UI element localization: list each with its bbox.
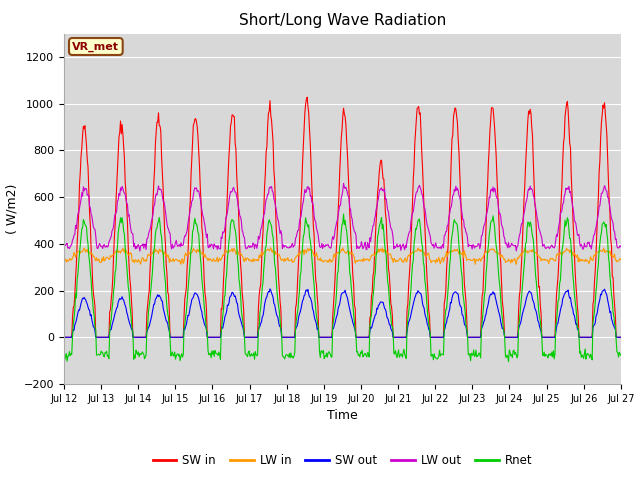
X-axis label: Time: Time: [327, 409, 358, 422]
Line: SW out: SW out: [64, 289, 621, 337]
LW in: [196, 244, 204, 250]
SW in: [303, 95, 311, 100]
LW in: [428, 260, 435, 265]
SW out: [428, 335, 435, 340]
LW out: [428, 241, 436, 247]
Line: SW in: SW in: [64, 97, 621, 337]
Text: VR_met: VR_met: [72, 41, 119, 52]
SW in: [428, 335, 435, 340]
LW in: [214, 259, 222, 264]
LW out: [412, 192, 419, 198]
LW out: [136, 248, 144, 254]
Rnet: [505, 359, 513, 364]
LW in: [411, 249, 419, 254]
LW out: [185, 216, 193, 222]
Rnet: [340, 211, 348, 217]
Legend: SW in, LW in, SW out, LW out, Rnet: SW in, LW in, SW out, LW out, Rnet: [148, 449, 537, 472]
LW in: [617, 256, 625, 262]
LW out: [214, 242, 222, 248]
SW out: [617, 335, 625, 340]
SW out: [214, 335, 221, 340]
Rnet: [60, 357, 68, 363]
SW out: [411, 295, 419, 300]
LW in: [60, 256, 68, 262]
Rnet: [411, 235, 419, 240]
SW out: [70, 327, 78, 333]
Rnet: [214, 351, 221, 357]
Y-axis label: ( W/m2): ( W/m2): [5, 184, 18, 234]
LW in: [70, 250, 78, 255]
Line: LW out: LW out: [64, 183, 621, 251]
Rnet: [184, 287, 192, 293]
SW out: [60, 335, 68, 340]
SW in: [70, 303, 78, 309]
LW out: [70, 232, 78, 238]
Line: LW in: LW in: [64, 247, 621, 264]
SW in: [127, 297, 135, 302]
Rnet: [617, 352, 625, 358]
Title: Short/Long Wave Radiation: Short/Long Wave Radiation: [239, 13, 446, 28]
LW in: [513, 262, 520, 267]
LW out: [617, 244, 625, 250]
SW out: [266, 286, 274, 292]
SW in: [411, 140, 419, 146]
LW out: [60, 245, 68, 251]
SW out: [127, 326, 135, 332]
Rnet: [127, 318, 135, 324]
LW in: [127, 251, 135, 257]
SW in: [60, 335, 68, 340]
SW in: [184, 254, 192, 260]
SW out: [184, 312, 192, 318]
Rnet: [428, 353, 435, 359]
Line: Rnet: Rnet: [64, 214, 621, 361]
LW out: [340, 180, 348, 186]
LW in: [184, 252, 192, 257]
SW in: [214, 335, 221, 340]
Rnet: [70, 315, 78, 321]
SW in: [617, 335, 625, 340]
LW out: [127, 229, 135, 235]
